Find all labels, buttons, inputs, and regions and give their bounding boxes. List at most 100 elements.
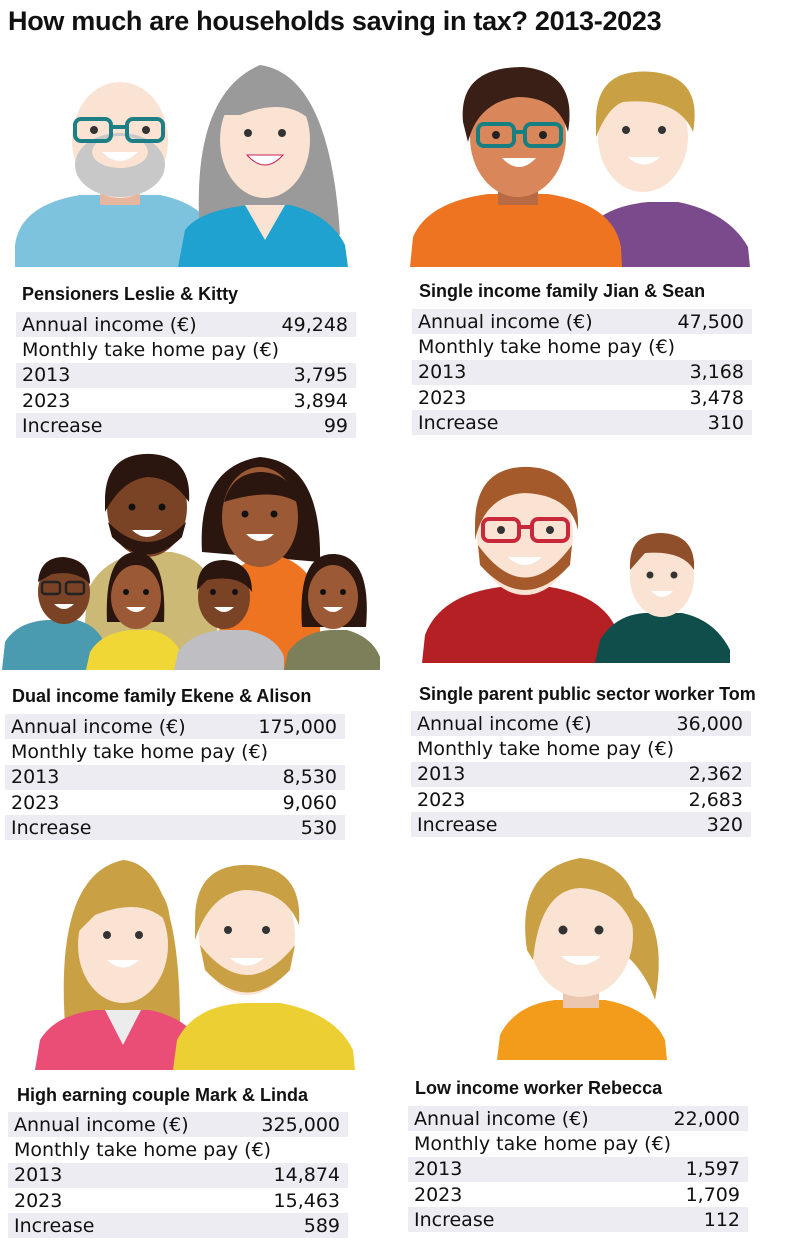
row-label: Monthly take home pay (€) [414, 1132, 672, 1155]
table-row: Increase 589 [8, 1213, 348, 1239]
table-row: Annual income (€) 47,500 [412, 309, 752, 335]
table-row: Monthly take home pay (€) [5, 739, 345, 764]
household-name: Pensioners Leslie & Kitty [22, 284, 239, 304]
row-label: Monthly take home pay (€) [22, 338, 280, 361]
row-label: Increase [418, 411, 499, 434]
row-label: Monthly take home pay (€) [417, 737, 675, 760]
row-label: Annual income (€) [14, 1113, 189, 1136]
row-value: 99 [323, 414, 348, 437]
row-value: 530 [300, 816, 337, 839]
household-name: High earning couple Mark & Linda [17, 1085, 309, 1105]
elderly-couple-icon [10, 55, 350, 267]
row-label: 2023 [414, 1183, 463, 1206]
row-label: Increase [417, 813, 498, 836]
row-label: Increase [414, 1208, 495, 1231]
household-table: Annual income (€) 22,000 Monthly take home… [408, 1106, 748, 1233]
table-row: Annual income (€) 175,000 [5, 714, 345, 740]
page-title: How much are households saving in tax? 2… [8, 6, 662, 36]
row-value: 2,683 [688, 788, 743, 811]
row-label: 2013 [14, 1164, 63, 1187]
table-row: 2023 3,478 [412, 385, 752, 410]
row-value: 2,362 [688, 763, 743, 786]
table-row: 2013 2,362 [411, 761, 751, 787]
table-row: Increase 320 [411, 812, 751, 838]
row-label: 2013 [414, 1158, 463, 1181]
household-name: Low income worker Rebecca [415, 1078, 663, 1098]
table-row: 2013 14,874 [8, 1162, 348, 1188]
row-value: 49,248 [281, 313, 348, 336]
row-label: 2023 [417, 788, 466, 811]
table-row: Annual income (€) 325,000 [8, 1112, 348, 1138]
household-name: Single parent public sector worker Tom [419, 684, 756, 704]
row-label: Monthly take home pay (€) [14, 1138, 272, 1161]
table-row: Increase 310 [412, 410, 752, 436]
table-row: 2023 3,894 [16, 388, 356, 413]
table-row: Monthly take home pay (€) [412, 334, 752, 359]
row-value: 15,463 [273, 1189, 340, 1212]
row-value: 112 [703, 1208, 740, 1231]
table-row: Monthly take home pay (€) [411, 736, 751, 761]
row-label: Monthly take home pay (€) [11, 740, 269, 763]
row-value: 1,709 [685, 1183, 740, 1206]
table-row: 2013 8,530 [5, 764, 345, 790]
table-row: Annual income (€) 22,000 [408, 1106, 748, 1132]
table-row: 2023 2,683 [411, 787, 751, 812]
table-row: Annual income (€) 49,248 [16, 312, 356, 338]
row-value: 3,168 [689, 361, 744, 384]
table-row: Monthly take home pay (€) [16, 337, 356, 362]
row-label: 2013 [418, 361, 467, 384]
table-row: Increase 530 [5, 815, 345, 841]
row-label: Annual income (€) [417, 712, 592, 735]
table-row: 2023 15,463 [8, 1188, 348, 1213]
row-label: 2013 [11, 766, 60, 789]
row-value: 175,000 [258, 715, 337, 738]
table-row: Annual income (€) 36,000 [411, 711, 751, 737]
row-label: Increase [22, 414, 103, 437]
row-value: 325,000 [261, 1113, 340, 1136]
table-row: 2023 9,060 [5, 790, 345, 815]
row-label: 2023 [22, 389, 71, 412]
family-of-six-icon [2, 452, 382, 670]
row-label: Increase [11, 816, 92, 839]
row-label: Annual income (€) [418, 310, 593, 333]
row-label: 2023 [418, 386, 467, 409]
row-value: 14,874 [273, 1164, 340, 1187]
table-row: Monthly take home pay (€) [8, 1137, 348, 1162]
table-row: Monthly take home pay (€) [408, 1131, 748, 1156]
young-woman-icon [495, 850, 670, 1060]
household-table: Annual income (€) 47,500 Monthly take home… [412, 309, 752, 436]
row-label: Annual income (€) [414, 1107, 589, 1130]
table-row: 2013 3,168 [412, 359, 752, 385]
household-table: Annual income (€) 49,248 Monthly take home… [16, 312, 356, 439]
father-and-son-icon [420, 465, 732, 663]
household-table: Annual income (€) 325,000 Monthly take hom… [8, 1112, 348, 1239]
household-name: Single income family Jian & Sean [419, 281, 706, 301]
table-row: Increase 112 [408, 1207, 748, 1233]
row-value: 8,530 [282, 766, 337, 789]
household-table: Annual income (€) 36,000 Monthly take home… [411, 711, 751, 838]
row-value: 3,478 [689, 386, 744, 409]
row-label: 2013 [417, 763, 466, 786]
row-value: 3,795 [293, 364, 348, 387]
row-value: 3,894 [293, 389, 348, 412]
couple-icon [35, 855, 355, 1070]
row-label: Increase [14, 1214, 95, 1237]
row-label: 2023 [14, 1189, 63, 1212]
row-label: Annual income (€) [22, 313, 197, 336]
table-row: 2013 1,597 [408, 1156, 748, 1182]
row-label: Annual income (€) [11, 715, 186, 738]
household-name: Dual income family Ekene & Alison [12, 686, 312, 706]
row-label: 2013 [22, 364, 71, 387]
row-value: 310 [707, 411, 744, 434]
table-row: 2023 1,709 [408, 1182, 748, 1207]
row-value: 589 [303, 1214, 340, 1237]
table-row: Increase 99 [16, 413, 356, 439]
young-couple-icon [408, 62, 753, 267]
row-value: 36,000 [676, 712, 743, 735]
row-value: 9,060 [282, 791, 337, 814]
row-value: 47,500 [677, 310, 744, 333]
table-row: 2013 3,795 [16, 362, 356, 388]
row-value: 22,000 [673, 1107, 740, 1130]
row-value: 1,597 [685, 1158, 740, 1181]
row-label: Monthly take home pay (€) [418, 335, 676, 358]
